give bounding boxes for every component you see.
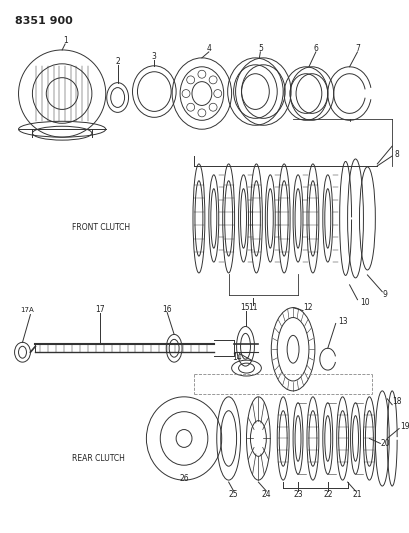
Text: REAR CLUTCH: REAR CLUTCH [72,454,125,463]
Text: FRONT CLUTCH: FRONT CLUTCH [72,223,130,232]
Text: 8: 8 [394,150,398,158]
Text: 25: 25 [228,490,238,499]
Text: 2: 2 [115,58,120,66]
Text: 17: 17 [95,305,104,314]
Text: 14: 14 [231,353,241,362]
Text: 22: 22 [322,490,332,499]
Text: 4: 4 [206,44,211,53]
Text: 8351 900: 8351 900 [15,16,72,26]
Text: 7: 7 [354,44,359,53]
Text: 3: 3 [151,52,156,61]
Text: 21: 21 [352,490,362,499]
Text: 13: 13 [337,317,346,326]
Text: 19: 19 [399,422,409,431]
Text: 26: 26 [179,474,189,482]
Text: 9: 9 [382,290,387,299]
Text: 18: 18 [391,397,401,406]
Text: 15: 15 [240,303,250,312]
Text: 20: 20 [380,439,389,448]
Text: 10: 10 [360,298,369,307]
Text: 11: 11 [248,303,258,312]
Text: 23: 23 [292,490,302,499]
Text: 12: 12 [302,303,312,312]
Text: 17A: 17A [20,306,34,313]
Text: 1: 1 [63,36,67,45]
Text: 6: 6 [312,44,317,53]
Text: 24: 24 [261,490,270,499]
Text: 16: 16 [162,305,172,314]
Text: 5: 5 [257,44,262,53]
